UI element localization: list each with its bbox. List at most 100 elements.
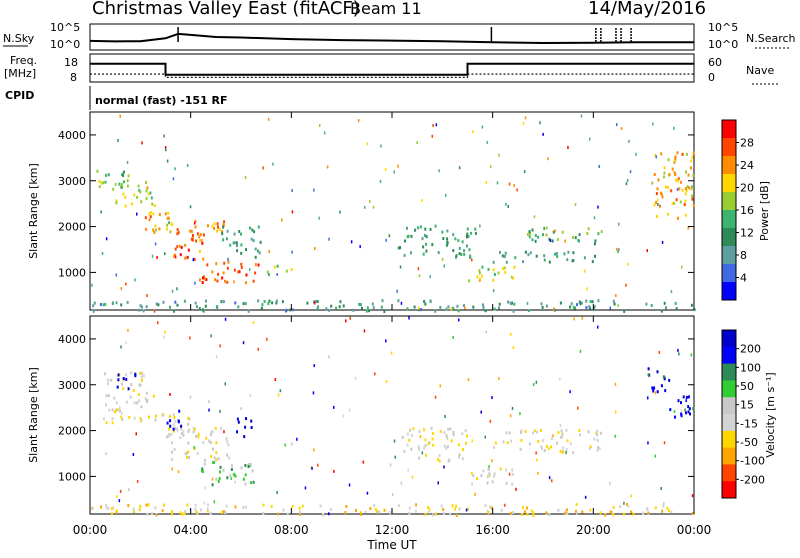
data-cell	[432, 432, 434, 436]
data-cell	[691, 185, 693, 189]
data-cell	[499, 467, 502, 471]
data-cell	[504, 503, 506, 507]
data-cell	[172, 413, 175, 417]
data-cell	[363, 329, 366, 333]
data-cell	[492, 278, 495, 282]
data-cell	[197, 435, 200, 439]
data-cell	[121, 418, 124, 421]
data-cell	[281, 300, 284, 304]
data-cell	[107, 506, 110, 510]
data-cell	[615, 294, 617, 297]
data-cell	[414, 228, 417, 232]
data-cell	[107, 382, 109, 386]
data-cell	[461, 240, 464, 244]
velocity-colorbar: 200 100 50 15 -15 -50 -100 -200	[721, 329, 765, 499]
data-cell	[441, 257, 444, 261]
data-cell	[423, 300, 426, 303]
data-cell	[222, 224, 225, 227]
data-cell	[482, 306, 485, 310]
colorbar-tick-label: 12	[740, 227, 754, 240]
y-tick-label: 4000	[58, 333, 86, 346]
data-cell	[171, 467, 173, 471]
data-cell	[556, 441, 558, 445]
data-cell	[170, 432, 173, 436]
data-cell	[454, 237, 457, 241]
data-cell	[646, 249, 648, 253]
data-cell	[210, 454, 212, 458]
data-cell	[204, 304, 207, 308]
data-cell	[424, 444, 427, 448]
data-cell	[364, 510, 367, 514]
data-cell	[186, 255, 189, 259]
data-cell	[245, 248, 247, 252]
colorbar-tick-label: 20	[740, 182, 754, 195]
data-cell	[580, 114, 583, 118]
data-cell	[532, 431, 534, 435]
freq-tick-left-low: 8	[70, 71, 77, 84]
data-cell	[242, 506, 245, 510]
colorbar-tick-label: -200	[740, 473, 765, 486]
data-cell	[254, 255, 257, 259]
data-cell	[418, 274, 421, 278]
data-cell	[439, 305, 442, 309]
data-cell	[578, 233, 581, 237]
data-cell	[674, 158, 677, 162]
data-cell	[615, 410, 617, 414]
data-cell	[577, 239, 580, 242]
data-cell	[107, 173, 110, 177]
data-cell	[465, 235, 468, 239]
data-cell	[556, 255, 559, 259]
data-cell	[524, 250, 527, 254]
data-cell	[431, 243, 434, 247]
data-cell	[487, 511, 490, 515]
data-cell	[206, 509, 209, 513]
data-cell	[207, 224, 209, 228]
colorbar-tick-label: 16	[740, 204, 754, 217]
nave-label: Nave	[746, 64, 774, 77]
data-cell	[225, 237, 228, 241]
data-cell	[533, 215, 536, 219]
data-cell	[388, 234, 391, 238]
data-cell	[258, 251, 261, 255]
data-cell	[216, 229, 218, 233]
data-cell	[642, 511, 645, 515]
data-cell	[275, 301, 278, 305]
data-cell	[567, 250, 570, 254]
data-cell	[502, 440, 505, 444]
colorbar-segment	[722, 282, 736, 301]
data-cell	[134, 278, 136, 282]
data-cell	[173, 309, 175, 313]
data-cell	[443, 465, 445, 469]
data-cell	[198, 235, 201, 239]
time-xlabel: Time UT	[366, 538, 417, 552]
data-cell	[415, 503, 418, 507]
data-cell	[257, 263, 260, 267]
data-cell	[120, 415, 123, 419]
data-cell	[153, 204, 156, 208]
data-cell	[166, 223, 169, 227]
data-cell	[498, 153, 500, 157]
data-cell	[213, 227, 216, 230]
data-cell	[478, 269, 481, 273]
data-cell	[586, 232, 589, 235]
data-cell	[217, 457, 220, 460]
data-cell	[136, 212, 138, 216]
data-cell	[657, 178, 660, 182]
data-cell	[349, 316, 351, 320]
freq-panel-frame	[89, 53, 695, 83]
data-cell	[115, 510, 118, 514]
data-cell	[204, 486, 206, 490]
data-cell	[217, 225, 219, 229]
data-cell	[111, 421, 114, 425]
data-cell	[599, 511, 602, 515]
data-cell	[119, 406, 121, 410]
data-cell	[248, 268, 251, 272]
data-cell	[247, 309, 250, 313]
data-cell	[489, 165, 492, 169]
data-cell	[437, 251, 440, 255]
data-cell	[165, 148, 167, 152]
y-tick-label: 1000	[58, 266, 86, 279]
data-cell	[685, 411, 687, 415]
data-cell	[593, 437, 596, 441]
data-cell	[545, 444, 548, 448]
